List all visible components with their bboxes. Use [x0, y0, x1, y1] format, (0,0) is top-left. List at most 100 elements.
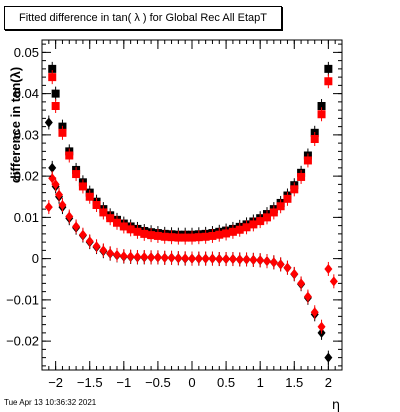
x-tick-label: −2: [48, 375, 63, 390]
data-point-diamond: [283, 262, 292, 273]
data-point-square: [181, 233, 190, 242]
data-point-diamond: [78, 229, 87, 240]
data-point-square: [99, 208, 108, 217]
data-point-square: [147, 231, 156, 240]
data-point-square: [235, 225, 244, 234]
data-point-diamond: [85, 236, 94, 247]
data-point-square: [92, 201, 101, 209]
data-point-diamond: [44, 202, 53, 213]
data-point-diamond: [276, 259, 285, 270]
data-point-square: [249, 220, 258, 229]
data-point-diamond: [242, 254, 251, 265]
data-point-diamond: [329, 276, 338, 287]
data-point-square: [48, 73, 57, 82]
data-point-diamond: [174, 253, 183, 264]
data-point-diamond: [303, 291, 312, 302]
data-point-diamond: [181, 253, 190, 264]
data-point-diamond: [310, 307, 319, 318]
data-point-square: [256, 217, 265, 226]
data-point-square: [208, 231, 217, 240]
data-point-square: [263, 213, 271, 222]
data-point-square: [276, 202, 285, 211]
data-point-diamond: [140, 251, 149, 262]
chart-title: Fitted difference in tan( λ ) for Global…: [4, 6, 282, 30]
x-tick-label: 1.5: [285, 375, 303, 390]
data-point-diamond: [194, 253, 203, 264]
y-tick-label: 0.01: [14, 210, 39, 225]
data-point-square: [58, 128, 67, 137]
data-point-diamond: [65, 211, 74, 222]
data-point-square: [167, 233, 176, 242]
y-tick-label: −0.01: [6, 292, 39, 307]
series-3: [44, 171, 338, 334]
data-point-diamond: [153, 252, 162, 263]
y-tick-label: 0: [32, 251, 39, 266]
data-point-square: [85, 192, 94, 201]
data-point-diamond: [324, 352, 333, 363]
data-point-square: [283, 194, 292, 203]
data-point-square: [201, 232, 210, 241]
x-tick-label: 0: [188, 375, 195, 390]
data-point-diamond: [324, 263, 333, 274]
data-point-square: [126, 225, 135, 234]
data-point-square: [297, 172, 306, 181]
data-point-diamond: [290, 268, 299, 279]
x-tick-label: −1.5: [77, 375, 103, 390]
data-point-diamond: [147, 252, 156, 263]
data-point-square: [269, 208, 278, 217]
data-point-diamond: [201, 253, 210, 264]
data-point-square: [222, 229, 231, 238]
data-point-square: [78, 182, 87, 191]
data-point-diamond: [58, 200, 67, 210]
data-point-square: [65, 151, 74, 160]
data-point-diamond: [208, 253, 217, 264]
data-point-diamond: [55, 189, 64, 200]
series-1: [48, 70, 333, 245]
data-point-diamond: [222, 254, 231, 265]
data-point-square: [48, 64, 57, 73]
data-point-square: [160, 232, 169, 241]
data-point-square: [310, 135, 319, 143]
data-point-diamond: [48, 162, 57, 173]
data-point-diamond: [133, 251, 142, 262]
data-point-diamond: [72, 221, 81, 232]
y-axis-label: difference in tan(λ): [8, 67, 23, 183]
data-point-square: [194, 233, 203, 242]
data-point-diamond: [256, 255, 265, 266]
x-tick-label: 0.5: [217, 375, 235, 390]
data-point-diamond: [235, 254, 244, 265]
data-point-diamond: [160, 252, 169, 263]
x-axis-label: η: [332, 398, 340, 412]
data-point-diamond: [119, 251, 128, 262]
data-point-diamond: [106, 248, 115, 259]
data-point-square: [324, 64, 333, 73]
x-tick-label: 1: [257, 375, 264, 390]
data-point-diamond: [51, 179, 60, 190]
data-point-square: [51, 89, 60, 98]
data-point-square: [119, 222, 128, 231]
chart-marks: [44, 61, 338, 365]
data-point-diamond: [126, 251, 135, 262]
timestamp: Tue Apr 13 10:36:32 2021: [4, 398, 97, 407]
data-point-square: [133, 227, 142, 236]
data-point-square: [317, 110, 326, 119]
data-point-square: [106, 214, 115, 223]
data-point-diamond: [249, 254, 258, 265]
data-point-square: [215, 230, 224, 239]
data-point-square: [324, 77, 333, 86]
data-point-diamond: [99, 245, 108, 256]
data-point-square: [188, 233, 196, 242]
data-point-diamond: [92, 241, 101, 252]
data-point-diamond: [297, 278, 306, 289]
data-point-square: [303, 156, 312, 165]
data-point-square: [317, 102, 326, 110]
data-point-square: [242, 223, 251, 232]
data-point-diamond: [263, 256, 271, 267]
x-tick-label: 2: [325, 375, 332, 390]
data-point-square: [290, 185, 299, 194]
data-point-diamond: [317, 321, 326, 332]
x-tick-label: −1: [116, 375, 131, 390]
data-point-square: [228, 227, 237, 236]
y-tick-label: 0.02: [14, 169, 39, 184]
